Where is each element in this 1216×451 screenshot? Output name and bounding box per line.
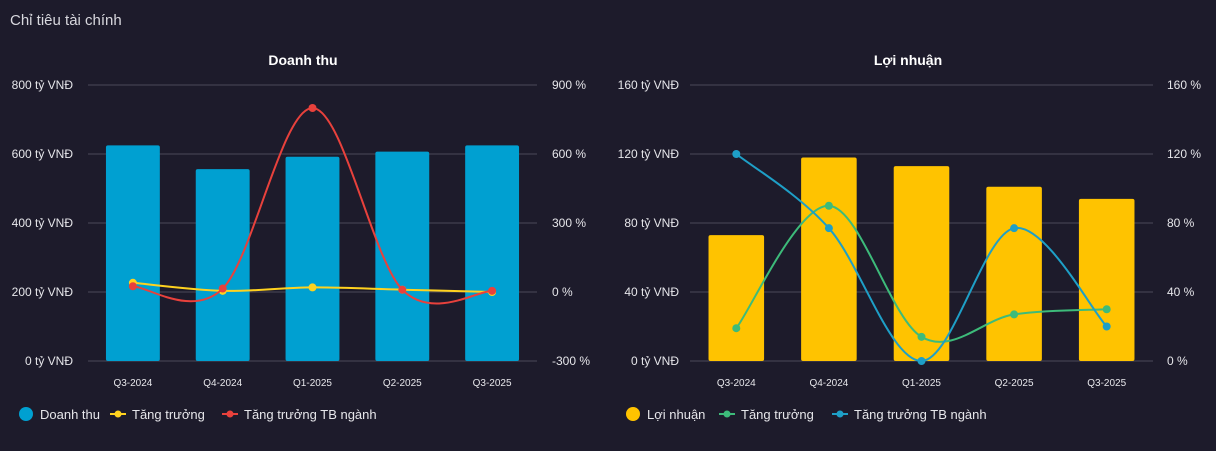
y-left-tick-label: 0 tỷ VNĐ xyxy=(25,354,73,368)
x-tick-label: Q3-2025 xyxy=(1087,378,1126,389)
bar-q1-2025[interactable] xyxy=(893,166,950,361)
chart-title: Doanh thu xyxy=(268,52,337,68)
line-point[interactable] xyxy=(732,324,741,333)
y-right-tick-label: -300 % xyxy=(552,354,590,368)
x-tick-label: Q1-2025 xyxy=(293,378,332,389)
legend-bar-marker[interactable] xyxy=(19,407,33,421)
line-point[interactable] xyxy=(1010,310,1019,319)
line-point[interactable] xyxy=(128,282,137,291)
line-point[interactable] xyxy=(1102,322,1111,331)
y-right-tick-label: 300 % xyxy=(552,216,586,230)
line-point[interactable] xyxy=(917,357,926,365)
legend-line-dot[interactable] xyxy=(836,410,844,418)
legend-label: Tăng trưởng xyxy=(132,407,205,422)
y-left-tick-label: 80 tỷ VNĐ xyxy=(624,216,679,230)
bar-q3-2025[interactable] xyxy=(465,145,520,361)
bar-q3-2025[interactable] xyxy=(1078,198,1135,361)
y-left-tick-label: 40 tỷ VNĐ xyxy=(624,285,679,299)
line-point[interactable] xyxy=(824,201,833,210)
legend-label: Doanh thu xyxy=(40,407,100,422)
bar-q1-2025[interactable] xyxy=(285,156,340,361)
y-left-tick-label: 200 tỷ VNĐ xyxy=(12,285,74,299)
y-left-tick-label: 400 tỷ VNĐ xyxy=(12,216,74,230)
legend-label: Tăng trưởng xyxy=(741,407,814,422)
y-right-tick-label: 160 % xyxy=(1167,78,1201,92)
y-right-tick-label: 40 % xyxy=(1167,285,1195,299)
legend-line-dot[interactable] xyxy=(226,410,234,418)
y-left-tick-label: 160 tỷ VNĐ xyxy=(618,78,680,92)
legend-label: Tăng trưởng TB ngành xyxy=(244,407,377,422)
panel-title: Chỉ tiêu tài chính xyxy=(10,12,122,29)
chart-title: Lợi nhuận xyxy=(874,52,942,68)
y-right-tick-label: 0 % xyxy=(552,285,573,299)
bar-q4-2024[interactable] xyxy=(195,169,250,361)
legend-line-dot[interactable] xyxy=(114,410,122,418)
line-point[interactable] xyxy=(732,150,741,158)
line-point[interactable] xyxy=(917,332,926,341)
x-tick-label: Q4-2024 xyxy=(203,378,242,389)
x-tick-label: Q3-2024 xyxy=(717,378,756,389)
y-left-tick-label: 0 tỷ VNĐ xyxy=(631,354,679,368)
x-tick-label: Q3-2024 xyxy=(113,378,152,389)
line-point[interactable] xyxy=(308,104,317,112)
legend-label: Tăng trưởng TB ngành xyxy=(854,407,987,422)
y-right-tick-label: 80 % xyxy=(1167,216,1195,230)
x-tick-label: Q1-2025 xyxy=(902,378,941,389)
y-left-tick-label: 800 tỷ VNĐ xyxy=(12,78,74,92)
line-point[interactable] xyxy=(308,283,317,292)
y-left-tick-label: 120 tỷ VNĐ xyxy=(618,147,680,161)
bar-q3-2024[interactable] xyxy=(708,235,765,361)
bar-q3-2024[interactable] xyxy=(105,145,160,361)
bar-q4-2024[interactable] xyxy=(801,157,857,361)
y-right-tick-label: 900 % xyxy=(552,78,586,92)
line-point[interactable] xyxy=(218,284,227,293)
legend-bar-marker[interactable] xyxy=(626,407,640,421)
line-point[interactable] xyxy=(398,285,407,294)
x-tick-label: Q2-2025 xyxy=(383,378,422,389)
legend-label: Lợi nhuận xyxy=(647,407,705,422)
legend-line-dot[interactable] xyxy=(723,410,731,418)
bar-q2-2025[interactable] xyxy=(986,186,1042,361)
line-point[interactable] xyxy=(488,286,497,295)
y-right-tick-label: 120 % xyxy=(1167,147,1201,161)
y-right-tick-label: 600 % xyxy=(552,147,586,161)
x-tick-label: Q3-2025 xyxy=(473,378,512,389)
y-left-tick-label: 600 tỷ VNĐ xyxy=(12,147,74,161)
series-line-0 xyxy=(735,204,1107,343)
x-tick-label: Q2-2025 xyxy=(995,378,1034,389)
x-tick-label: Q4-2024 xyxy=(809,378,848,389)
y-right-tick-label: 0 % xyxy=(1167,354,1188,368)
line-point[interactable] xyxy=(1102,305,1111,314)
line-point[interactable] xyxy=(824,224,833,233)
line-point[interactable] xyxy=(1010,224,1019,233)
bar-q2-2025[interactable] xyxy=(375,151,430,361)
